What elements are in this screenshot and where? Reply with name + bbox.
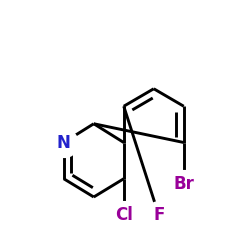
Text: N: N [57, 134, 71, 152]
Text: Cl: Cl [115, 206, 133, 224]
Text: F: F [153, 206, 164, 224]
Text: Br: Br [173, 175, 194, 193]
